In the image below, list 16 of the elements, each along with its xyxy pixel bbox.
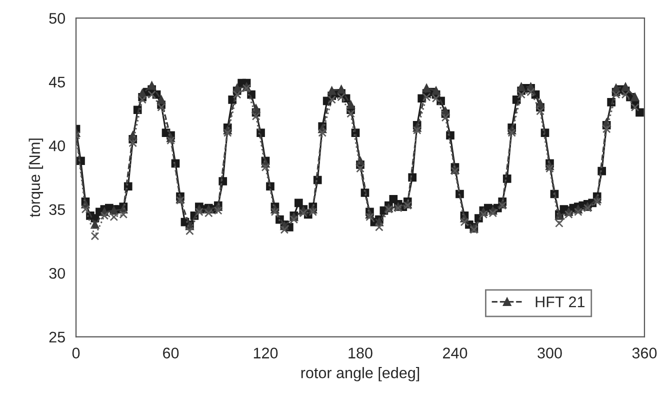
x-tick-label: 300 — [538, 348, 562, 358]
x-tick-label: 180 — [348, 348, 372, 358]
x-axis-title: rotor angle [edeg] — [301, 367, 420, 382]
x-tick-label: 240 — [443, 348, 468, 358]
y-tick-label: 35 — [49, 204, 65, 216]
x-tick-label: 0 — [72, 348, 80, 358]
legend-label: HFT 21 — [536, 296, 585, 308]
x-tick-label: 360 — [632, 348, 657, 358]
y-axis-title: torque [Nm] — [28, 138, 44, 218]
x-tick-label: 120 — [254, 348, 278, 358]
x-tick-label: 60 — [163, 348, 179, 358]
y-tick-label: 50 — [49, 12, 65, 24]
y-tick-label: 30 — [49, 268, 65, 279]
y-tick-label: 25 — [49, 332, 65, 343]
y-tick-label: 45 — [48, 76, 65, 88]
y-tick-label: 40 — [48, 140, 65, 152]
